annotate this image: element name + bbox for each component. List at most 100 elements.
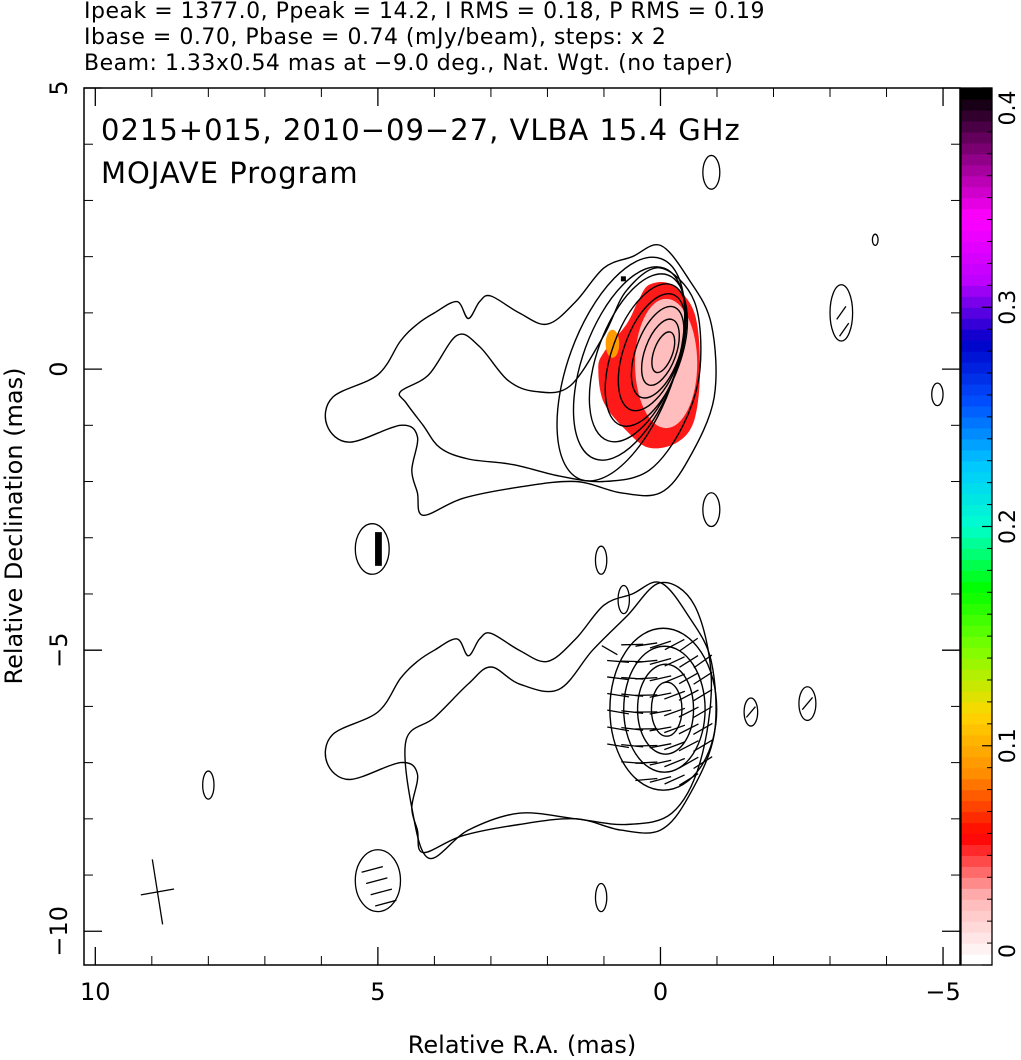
pol-vector-42 bbox=[679, 655, 699, 668]
x-axis-label: Relative R.A. (mas) bbox=[408, 1031, 636, 1059]
pol-vector-27 bbox=[649, 709, 672, 715]
colorbar-step bbox=[961, 647, 992, 659]
pol-vector-48 bbox=[678, 756, 699, 769]
colorbar-step bbox=[961, 701, 992, 714]
isolated-contour-2 bbox=[871, 233, 879, 247]
colorbar-step bbox=[961, 910, 992, 922]
colorbar-step bbox=[961, 460, 992, 473]
isolated-contour-12 bbox=[354, 849, 402, 913]
header-line-1: Ipeak = 1377.0, Ppeak = 14.2, I RMS = 0.… bbox=[84, 0, 765, 24]
colorbar-step bbox=[961, 592, 992, 604]
isolated-contour-7 bbox=[617, 584, 631, 615]
colorbar-step bbox=[961, 921, 992, 933]
pol-vector-26 bbox=[649, 692, 672, 698]
colorbar-step bbox=[961, 285, 992, 297]
intensity-contour-outer-1 bbox=[398, 267, 702, 483]
colorbar-step bbox=[961, 811, 992, 824]
colorbar-step bbox=[961, 559, 992, 571]
colorbar-step bbox=[961, 537, 992, 550]
colorbar-step bbox=[961, 723, 992, 736]
polarization-vector-layer bbox=[140, 305, 850, 925]
colorbar-tick-label-2: 0.2 bbox=[996, 509, 1021, 544]
pol-vector-56 bbox=[693, 756, 713, 770]
colorbar-step bbox=[961, 307, 992, 319]
colorbar-step bbox=[961, 186, 992, 199]
x-tick-label-1: 5 bbox=[370, 978, 385, 1006]
pol-vector-43 bbox=[678, 672, 699, 685]
pol-vector-34 bbox=[664, 673, 686, 684]
colorbar-step bbox=[961, 789, 992, 802]
colorbar-step bbox=[961, 88, 992, 100]
pol-vector-44 bbox=[678, 689, 699, 701]
pol-vector-46 bbox=[678, 723, 699, 735]
isolated-contour-4 bbox=[702, 492, 721, 528]
pol-vector-63 bbox=[745, 706, 756, 718]
colorbar-step bbox=[961, 208, 992, 221]
colorbar-step bbox=[961, 625, 992, 637]
colorbar-step bbox=[961, 263, 992, 275]
colorbar-step bbox=[961, 340, 992, 352]
colorbar-step bbox=[961, 383, 992, 396]
pol-vector-24 bbox=[649, 657, 672, 665]
pol-vector-6 bbox=[621, 643, 644, 646]
colorbar-step bbox=[961, 131, 992, 144]
pol-vector-37 bbox=[664, 724, 686, 734]
colorbar-step bbox=[961, 394, 992, 407]
pol-vector-58 bbox=[365, 877, 388, 885]
source-annotation: 0215+015, 2010−09−27, VLBA 15.4 GHz bbox=[101, 113, 741, 147]
pol-vector-32 bbox=[664, 638, 685, 651]
colorbar-tick-label-0: 0 bbox=[996, 944, 1021, 958]
pol-vector-36 bbox=[664, 707, 686, 717]
spacer bbox=[689, 836, 690, 837]
colorbar-step bbox=[961, 427, 992, 440]
isolated-contour-9 bbox=[798, 686, 817, 722]
colorbar-step bbox=[961, 296, 992, 308]
pol-vector-50 bbox=[693, 654, 713, 669]
pol-vector-0 bbox=[607, 659, 630, 663]
colorbar-step bbox=[961, 526, 992, 539]
pol-vector-40 bbox=[664, 774, 685, 785]
colorbar-step bbox=[961, 98, 992, 111]
pol-vector-64 bbox=[836, 305, 847, 320]
pol-vector-65 bbox=[839, 322, 850, 337]
colorbar-step bbox=[961, 756, 992, 769]
pol-vector-14 bbox=[635, 642, 658, 647]
colorbar-step bbox=[961, 866, 992, 878]
colorbar-step bbox=[961, 877, 992, 889]
colorbar-step bbox=[961, 767, 992, 780]
pol-vector-52 bbox=[693, 688, 713, 702]
x-tick-label-0: 10 bbox=[80, 978, 111, 1006]
colorbar-step bbox=[961, 603, 992, 615]
header-line-2: Ibase = 0.70, Pbase = 0.74 (mJy/beam), s… bbox=[84, 25, 667, 50]
colorbar-step bbox=[961, 658, 992, 670]
colorbar-tick-label-4: 0.4 bbox=[996, 91, 1021, 126]
colorbar-step bbox=[961, 318, 992, 330]
pol-panel-contour-outer-0 bbox=[324, 581, 717, 854]
colorbar-step bbox=[961, 581, 992, 593]
pol-vector-60 bbox=[375, 899, 397, 907]
intensity-contour-core-6 bbox=[640, 318, 680, 386]
colorbar-step bbox=[961, 153, 992, 166]
colorbar-step bbox=[961, 844, 992, 856]
colorbar-step bbox=[961, 471, 992, 484]
isolated-contour-11 bbox=[594, 882, 608, 913]
pol-fraction-core bbox=[635, 298, 698, 429]
beam-marker bbox=[140, 888, 175, 896]
colorbar-step bbox=[961, 230, 992, 243]
colorbar-step bbox=[961, 482, 992, 495]
isolated-contour-6 bbox=[594, 545, 608, 575]
pol-panel-contour-core-1 bbox=[623, 645, 706, 773]
colorbar-step bbox=[961, 690, 992, 703]
pol-vector-55 bbox=[693, 739, 713, 752]
intensity-contour-outer-0 bbox=[324, 243, 717, 516]
pol-panel-contour-core-0 bbox=[609, 627, 718, 791]
colorbar-tick-label-3: 0.3 bbox=[996, 290, 1021, 325]
pol-vector-22 bbox=[635, 777, 658, 782]
contour-layer bbox=[202, 154, 944, 913]
pol-vector-17 bbox=[635, 694, 658, 697]
pol-vector-25 bbox=[649, 675, 672, 682]
intensity-contour-core-3 bbox=[604, 283, 689, 427]
colorbar-step bbox=[961, 734, 992, 747]
pol-vector-21 bbox=[635, 761, 658, 764]
